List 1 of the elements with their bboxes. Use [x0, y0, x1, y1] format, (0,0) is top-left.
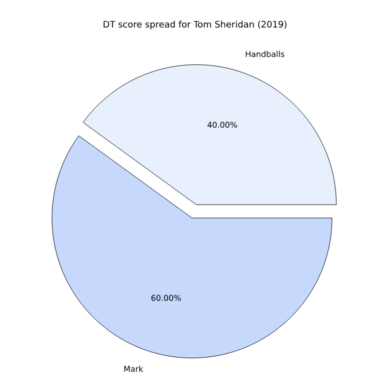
chart-title: DT score spread for Tom Sheridan (2019) [104, 20, 286, 30]
